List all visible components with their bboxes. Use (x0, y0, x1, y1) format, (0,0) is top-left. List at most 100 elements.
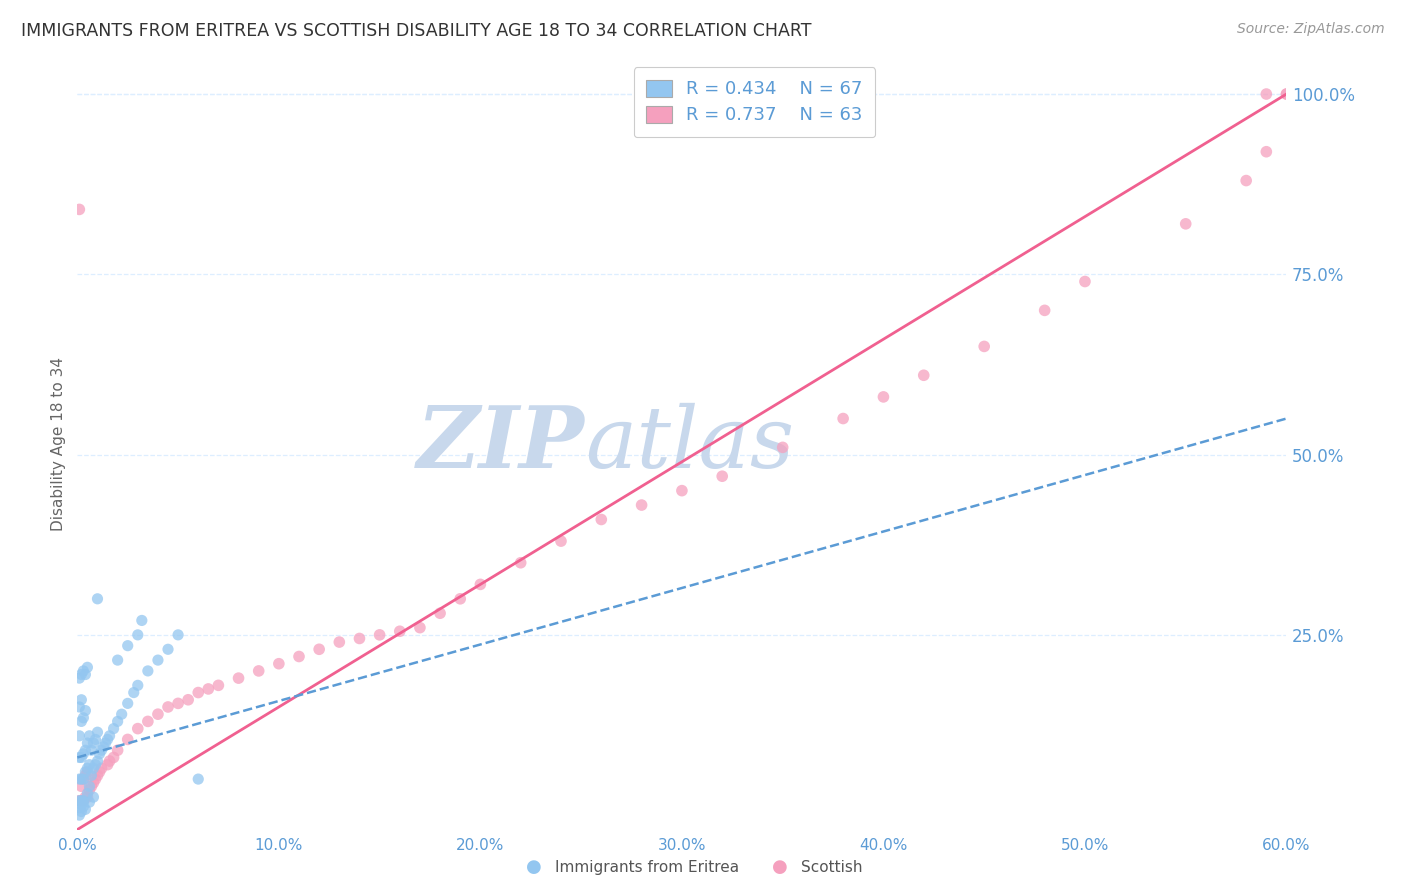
Point (67, 801, 90, 815)
Text: ZIP: ZIP (418, 402, 585, 485)
Point (207, 678, 229, 692)
Point (79, 795, 101, 809)
Point (84, 772, 107, 786)
Point (117, 639, 139, 653)
Point (67, 772, 90, 786)
Point (72, 794, 94, 808)
Point (76, 736, 98, 750)
Point (76, 764, 98, 779)
Point (131, 614, 153, 628)
Point (76, 761, 98, 775)
Point (136, 664, 159, 678)
Point (72, 664, 94, 678)
Point (107, 743, 129, 757)
Point (67, 750, 90, 764)
Point (70, 714, 93, 729)
Point (70, 794, 93, 808)
Point (89, 747, 111, 761)
Point (912, 368, 935, 383)
Point (79, 783, 101, 797)
Point (67, 700, 90, 714)
Point (368, 628, 391, 642)
Point (75, 704, 97, 718)
Point (84, 732, 107, 747)
Text: atlas: atlas (585, 402, 794, 485)
Point (79, 757, 101, 772)
Point (117, 732, 139, 747)
Y-axis label: Disability Age 18 to 34: Disability Age 18 to 34 (51, 357, 66, 531)
Point (509, 556, 531, 570)
Legend: R = 0.434    N = 67, R = 0.737    N = 63: R = 0.434 N = 67, R = 0.737 N = 63 (634, 67, 875, 137)
Point (96, 732, 118, 747)
Point (832, 411, 855, 425)
Point (288, 649, 311, 664)
Point (1256, 145, 1278, 159)
Point (1074, 275, 1097, 289)
Point (67, 794, 90, 808)
Point (96, 757, 118, 772)
Point (67, 794, 90, 808)
Point (86, 591, 108, 606)
Point (75, 667, 97, 681)
Point (90, 761, 112, 775)
Point (328, 635, 350, 649)
Text: ●: ● (526, 858, 543, 876)
Point (228, 671, 250, 685)
Point (409, 621, 432, 635)
Point (76, 660, 98, 674)
Point (247, 664, 270, 678)
Point (1275, 87, 1298, 101)
Point (267, 657, 290, 671)
Text: ●: ● (772, 858, 789, 876)
Point (167, 628, 190, 642)
Point (872, 390, 894, 404)
Point (111, 707, 134, 722)
Point (75, 790, 97, 805)
Point (93, 739, 115, 754)
Point (429, 606, 451, 620)
Point (70, 692, 93, 706)
Point (197, 681, 219, 696)
Point (82, 761, 104, 775)
Point (72, 799, 94, 814)
Point (72, 747, 94, 761)
Point (98, 729, 121, 743)
Point (1174, 217, 1197, 231)
Point (973, 339, 995, 353)
Point (349, 632, 371, 646)
Point (187, 685, 209, 699)
Text: Immigrants from Eritrea: Immigrants from Eritrea (555, 860, 740, 874)
Point (86, 768, 108, 782)
Point (127, 722, 149, 736)
Point (70, 794, 93, 808)
Text: Scottish: Scottish (801, 860, 863, 874)
Point (70, 805, 93, 819)
Point (86, 754, 108, 768)
Point (75, 768, 97, 782)
Point (79, 779, 101, 793)
Point (127, 628, 149, 642)
Point (711, 469, 734, 483)
Point (79, 729, 101, 743)
Point (75, 802, 97, 816)
Point (70, 772, 93, 786)
Point (94, 736, 117, 750)
Point (157, 700, 180, 714)
Point (70, 667, 93, 681)
Point (388, 624, 411, 639)
Point (82, 736, 104, 750)
Point (72, 772, 94, 786)
Point (127, 678, 149, 692)
Point (75, 764, 97, 779)
Point (146, 653, 169, 667)
Point (1033, 303, 1056, 318)
Point (1234, 173, 1257, 187)
Point (72, 772, 94, 786)
Point (103, 750, 125, 764)
Point (72, 711, 94, 725)
Point (76, 787, 98, 801)
Point (67, 808, 90, 822)
Text: Source: ZipAtlas.com: Source: ZipAtlas.com (1237, 22, 1385, 37)
Point (86, 725, 108, 739)
Point (772, 441, 794, 455)
